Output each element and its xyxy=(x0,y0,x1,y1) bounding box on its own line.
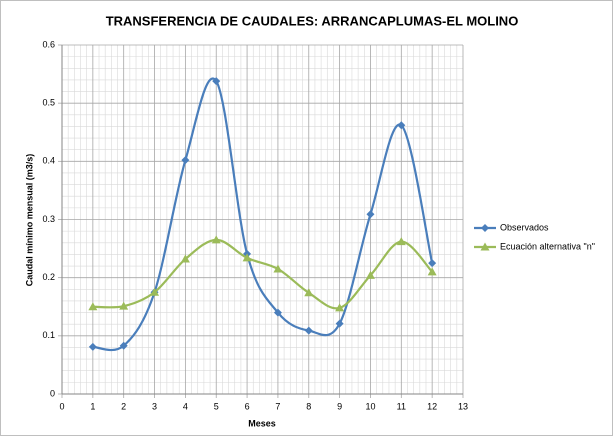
marker xyxy=(304,326,313,335)
x-tick-label: 2 xyxy=(121,401,126,411)
x-tick-label: 7 xyxy=(275,401,280,411)
chart-title: TRANSFERENCIA DE CAUDALES: ARRANCAPLUMAS… xyxy=(106,13,519,28)
x-tick-label: 10 xyxy=(365,401,375,411)
x-tick-label: 4 xyxy=(183,401,188,411)
y-tick-label: 0 xyxy=(50,388,55,398)
marker xyxy=(119,341,128,350)
y-axis-label: Caudal mínimo mensual (m3/s) xyxy=(24,154,34,287)
marker xyxy=(335,319,344,328)
y-tick-label: 0.6 xyxy=(42,39,55,49)
marker xyxy=(396,237,406,246)
y-tick-label: 0.3 xyxy=(42,214,55,224)
marker xyxy=(273,264,283,273)
legend-label: Observados xyxy=(500,222,549,232)
marker xyxy=(304,288,314,297)
marker xyxy=(242,253,252,262)
series-line xyxy=(92,77,434,352)
y-tick-label: 0.5 xyxy=(42,98,55,108)
y-tick-label: 0.4 xyxy=(42,156,55,166)
marker xyxy=(88,302,98,311)
marker xyxy=(427,267,437,276)
marker xyxy=(181,156,190,165)
marker xyxy=(397,121,406,130)
marker xyxy=(366,210,375,219)
legend-marker xyxy=(480,242,490,251)
x-axis-label: Meses xyxy=(248,418,276,428)
x-tick-label: 1 xyxy=(90,401,95,411)
legend-marker xyxy=(481,224,489,232)
x-tick-label: 13 xyxy=(458,401,468,411)
marker xyxy=(180,254,190,263)
marker xyxy=(428,259,437,268)
x-tick-label: 6 xyxy=(245,401,250,411)
x-tick-label: 9 xyxy=(337,401,342,411)
marker xyxy=(335,303,345,312)
legend-label: Ecuación alternativa "n" xyxy=(500,241,595,251)
x-tick-label: 3 xyxy=(152,401,157,411)
marker xyxy=(119,301,129,310)
marker xyxy=(88,342,97,351)
y-tick-label: 0.2 xyxy=(42,272,55,282)
x-tick-label: 0 xyxy=(59,401,64,411)
marker xyxy=(273,308,282,317)
x-tick-label: 8 xyxy=(306,401,311,411)
x-tick-label: 12 xyxy=(427,401,437,411)
marker xyxy=(212,77,221,86)
marker xyxy=(150,287,160,296)
x-tick-label: 5 xyxy=(214,401,219,411)
marker xyxy=(211,235,221,244)
marker xyxy=(365,270,375,279)
y-tick-label: 0.1 xyxy=(42,330,55,340)
x-tick-label: 11 xyxy=(397,401,406,411)
